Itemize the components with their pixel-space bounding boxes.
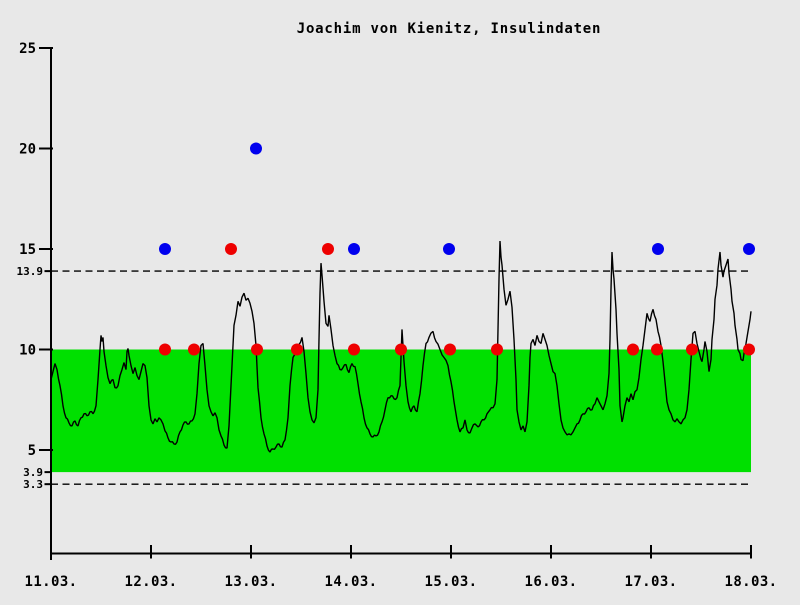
red-dose-marker — [686, 343, 698, 356]
blue-dose-marker — [443, 243, 455, 255]
y-tick-label: 20 — [19, 142, 36, 158]
red-dose-marker — [627, 343, 639, 356]
red-dose-marker — [188, 343, 200, 356]
red-dose-marker — [651, 343, 663, 356]
red-dose-marker — [291, 343, 303, 356]
x-tick-label: 17.03. — [625, 574, 678, 590]
red-dose-marker — [395, 343, 407, 356]
x-tick-label: 16.03. — [525, 574, 578, 590]
y-tick-label: 15 — [19, 242, 36, 258]
red-dose-marker — [491, 343, 503, 356]
blue-dose-marker — [348, 243, 360, 255]
target-range-band — [52, 349, 751, 473]
y-tick-label: 10 — [19, 343, 36, 359]
red-dose-marker — [251, 343, 263, 356]
x-tick-label: 13.03. — [225, 574, 278, 590]
y-extra-tick-label: 3.3 — [23, 478, 43, 491]
blue-dose-marker — [652, 243, 664, 255]
red-dose-marker — [444, 343, 456, 356]
blue-dose-marker — [159, 243, 171, 255]
red-dose-marker — [743, 343, 755, 356]
red-dose-marker — [225, 243, 237, 255]
x-tick-label: 12.03. — [125, 574, 178, 590]
blue-dose-marker — [250, 142, 262, 155]
chart-title: Joachim von Kienitz, Insulindaten — [297, 21, 602, 37]
x-tick-label: 15.03. — [425, 574, 478, 590]
x-tick-label: 18.03. — [725, 574, 778, 590]
y-tick-label: 25 — [19, 41, 36, 57]
x-tick-label: 14.03. — [325, 574, 378, 590]
y-tick-label: 5 — [28, 443, 36, 459]
y-extra-tick-label: 13.9 — [17, 265, 44, 278]
x-tick-label: 11.03. — [25, 574, 78, 590]
blue-dose-marker — [743, 243, 755, 255]
red-dose-marker — [322, 243, 334, 255]
red-dose-marker — [348, 343, 360, 356]
measurement-curve — [50, 240, 752, 453]
red-dose-marker — [159, 343, 171, 356]
y-extra-tick-label: 3.9 — [23, 466, 43, 479]
